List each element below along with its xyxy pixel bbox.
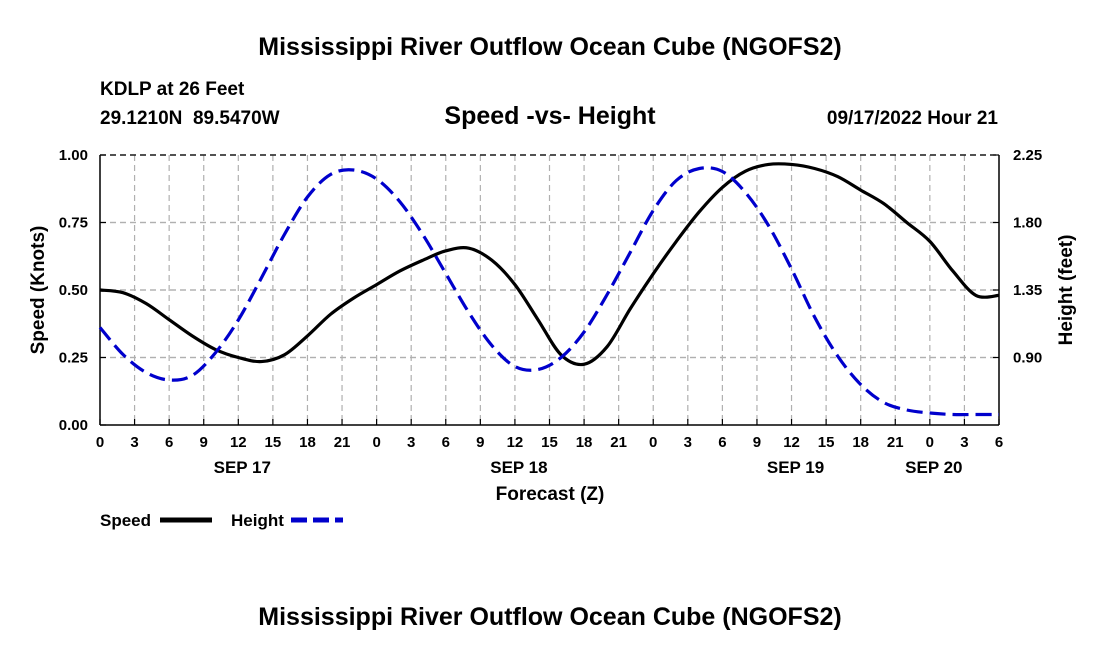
x-tick-label: 15 [818,434,835,451]
x-tick-label: 9 [753,434,761,451]
x-tick-label: 3 [407,434,415,451]
page-title: Mississippi River Outflow Ocean Cube (NG… [258,33,841,61]
x-tick-label: 21 [887,434,904,451]
date-label: SEP 17 [214,458,271,477]
y-right-tick-label: 1.35 [1013,282,1042,299]
x-tick-label: 0 [96,434,104,451]
x-tick-label: 15 [265,434,282,451]
x-tick-label: 9 [476,434,484,451]
x-tick-label: 18 [576,434,593,451]
station-name: KDLP at 26 Feet [100,79,245,100]
grid-lines [100,154,999,425]
x-tick-label: 15 [541,434,558,451]
series-line-speed [99,162,1000,367]
x-tick-label: 12 [230,434,247,451]
y-right-tick-label: 1.80 [1013,215,1042,232]
x-tick-label: 21 [334,434,351,451]
y-left-tick-label: 0.50 [59,282,88,299]
x-tick-label: 18 [852,434,869,451]
x-tick-label: 3 [684,434,692,451]
y-left-tick-label: 0.00 [59,417,88,434]
y-right-tick-label: 2.25 [1013,147,1042,164]
x-axis-title: Forecast (Z) [496,484,605,505]
y-axis-left-title: Speed (Knots) [28,226,49,355]
station-coords: 29.1210N 89.5470W [100,108,280,129]
x-tick-label: 21 [610,434,627,451]
y-right-tick-label: 0.90 [1013,350,1042,367]
x-tick-label: 18 [299,434,316,451]
y-left-tick-label: 0.25 [59,350,88,367]
x-tick-label: 12 [507,434,524,451]
x-tick-label: 3 [130,434,138,451]
x-tick-label: 6 [442,434,450,451]
x-tick-label: 9 [200,434,208,451]
chart-subtitle: Speed -vs- Height [444,102,656,130]
x-tick-label: 0 [372,434,380,451]
x-tick-label: 0 [649,434,657,451]
y-axis-right-title: Height (feet) [1056,235,1077,346]
legend-speed-label: Speed [100,511,151,530]
date-label: SEP 18 [490,458,547,477]
x-tick-label: 0 [926,434,934,451]
legend-height-label: Height [231,511,284,530]
footer-title: Mississippi River Outflow Ocean Cube (NG… [258,603,841,631]
tick-labels: 0 3 6 9 12 15 18 21 0 3 6 9 12 15 18 21 0 3 6 9 12 15 18 21 0 3 6 S… [59,147,1042,477]
y-left-tick-label: 0.75 [59,215,88,232]
series-line-height [98,166,999,417]
date-label: SEP 20 [905,458,962,477]
x-tick-label: 3 [960,434,968,451]
x-tick-label: 6 [165,434,173,451]
date-label: SEP 19 [767,458,824,477]
x-tick-label: 6 [718,434,726,451]
series-lines [98,162,1000,417]
forecast-timestamp: 09/17/2022 Hour 21 [827,108,999,129]
y-left-tick-label: 1.00 [59,147,88,164]
axes [99,154,1000,426]
x-tick-label: 6 [995,434,1003,451]
legend: Speed Height [100,511,343,530]
x-tick-label: 12 [783,434,800,451]
